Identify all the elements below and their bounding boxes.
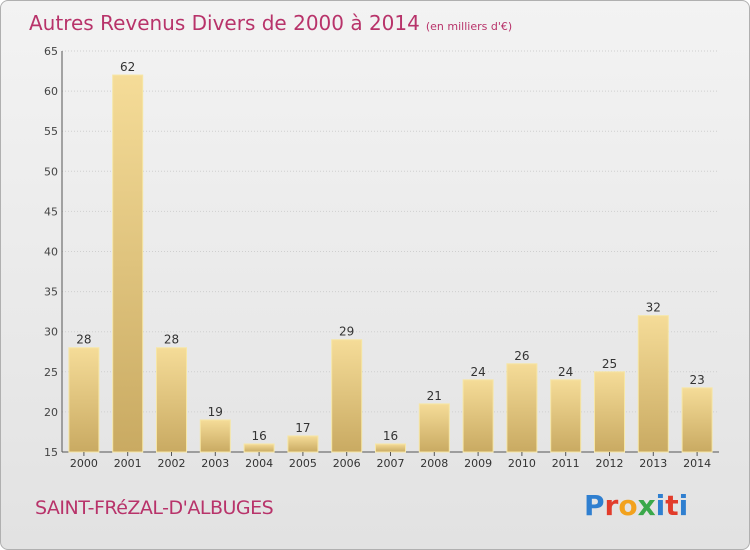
bar [156,347,187,453]
y-tick-label: 60 [44,85,58,98]
bar [287,435,319,453]
data-label: 29 [339,325,354,339]
y-tick-label: 55 [44,125,58,138]
chart-title-unit: (en milliers d'€) [425,20,513,33]
commune-name: SAINT-FRéZAL-D'ALBUGES [35,497,274,519]
chart-title-main: Autres Revenus Divers de 2000 à 2014 [29,11,420,35]
y-tick-label: 45 [44,205,58,218]
bar [112,74,144,453]
y-tick-label: 50 [44,165,58,178]
data-label: 23 [689,373,704,387]
y-tick-label: 35 [44,286,58,299]
bar [637,315,669,453]
x-tick-label: 2012 [596,457,624,470]
data-label: 17 [295,421,310,435]
data-label: 16 [383,429,398,443]
bar [68,347,100,453]
x-tick-label: 2001 [114,457,142,470]
bar [462,379,494,453]
data-label: 16 [251,429,266,443]
bar [243,443,275,453]
y-tick-label: 20 [44,406,58,419]
data-label: 25 [602,357,617,371]
bar [506,363,538,453]
data-label: 24 [558,365,573,379]
x-tick-label: 2014 [683,457,711,470]
x-tick-label: 2003 [201,457,229,470]
x-tick-label: 2009 [464,457,492,470]
y-tick-label: 30 [44,326,58,339]
x-tick-label: 2002 [158,457,186,470]
x-tick-label: 2010 [508,457,536,470]
proxiti-logo: Proxiti [584,489,689,522]
y-tick-label: 40 [44,246,58,259]
bar [375,443,406,453]
data-label: 26 [514,349,529,363]
x-tick-label: 2004 [245,457,273,470]
data-label: 19 [208,405,223,419]
data-label: 62 [120,60,135,74]
data-label: 24 [470,365,485,379]
x-tick-label: 2006 [333,457,361,470]
bar [331,339,363,453]
bar [418,403,450,453]
x-tick-label: 2007 [377,457,405,470]
bar [681,387,713,453]
x-tick-label: 2011 [552,457,580,470]
y-tick-label: 65 [44,45,58,58]
data-label: 28 [76,333,91,347]
data-label: 28 [164,333,179,347]
x-tick-label: 2005 [289,457,317,470]
data-label: 21 [427,389,442,403]
x-tick-label: 2013 [639,457,667,470]
bar [594,371,625,453]
x-tick-label: 2000 [70,457,98,470]
bar [199,419,231,453]
y-tick-label: 25 [44,366,58,379]
y-tick-label: 15 [44,446,58,459]
bar [550,379,582,453]
x-tick-label: 2008 [420,457,448,470]
data-label: 32 [646,301,661,315]
chart-title: Autres Revenus Divers de 2000 à 2014 (en … [29,11,512,35]
